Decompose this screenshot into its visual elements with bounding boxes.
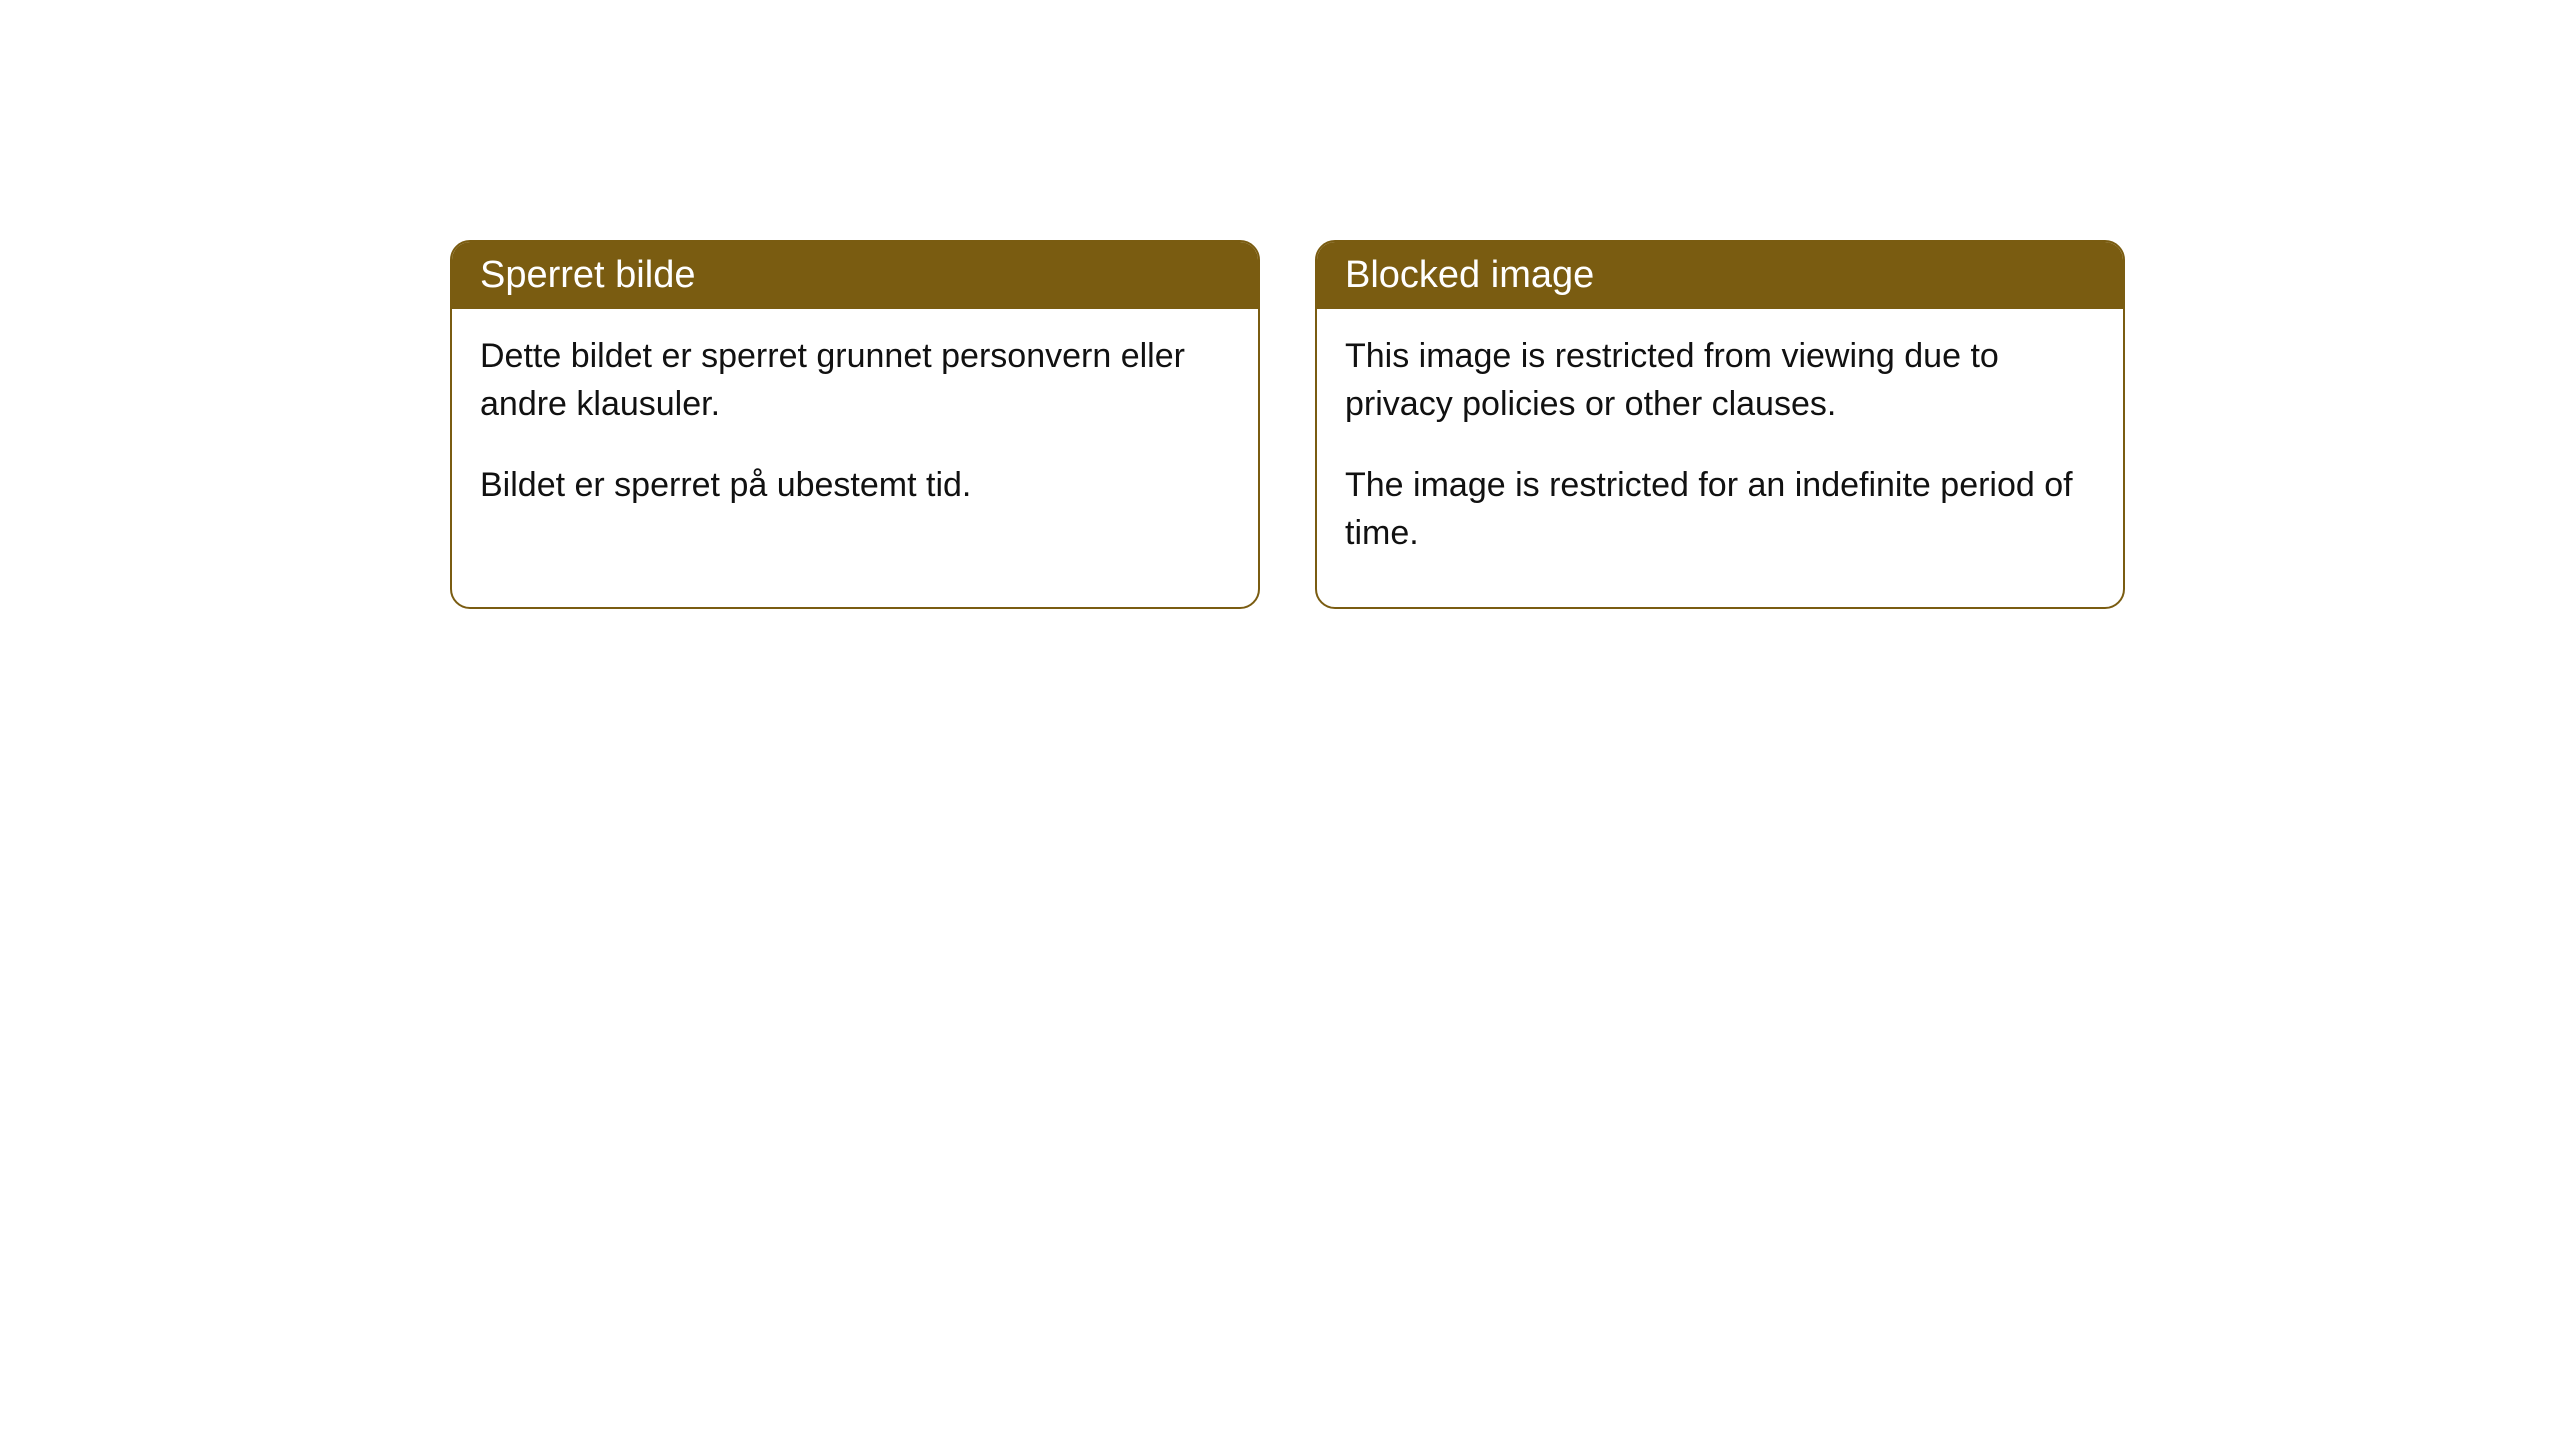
- card-title: Blocked image: [1317, 242, 2123, 309]
- card-body: This image is restricted from viewing du…: [1317, 309, 2123, 607]
- card-paragraph: The image is restricted for an indefinit…: [1345, 462, 2095, 557]
- card-title: Sperret bilde: [452, 242, 1258, 309]
- notice-card-norwegian: Sperret bilde Dette bildet er sperret gr…: [450, 240, 1260, 609]
- card-body: Dette bildet er sperret grunnet personve…: [452, 309, 1258, 560]
- card-paragraph: This image is restricted from viewing du…: [1345, 333, 2095, 428]
- card-paragraph: Dette bildet er sperret grunnet personve…: [480, 333, 1230, 428]
- notice-card-english: Blocked image This image is restricted f…: [1315, 240, 2125, 609]
- notice-container: Sperret bilde Dette bildet er sperret gr…: [450, 240, 2125, 609]
- card-paragraph: Bildet er sperret på ubestemt tid.: [480, 462, 1230, 510]
